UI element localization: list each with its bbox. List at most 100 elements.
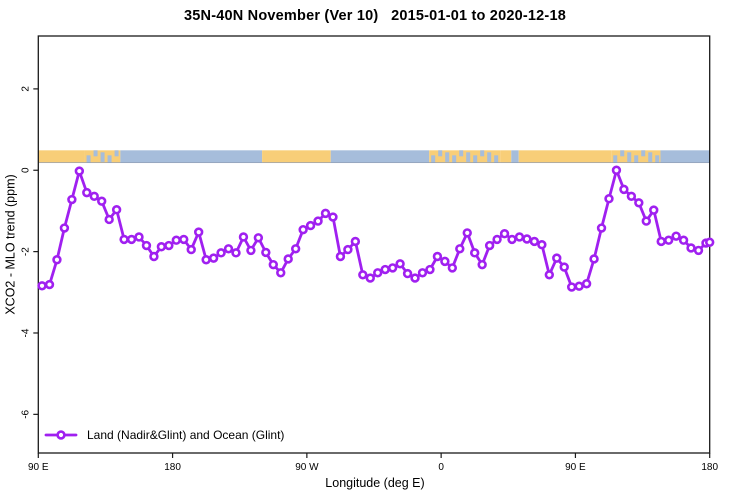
- land-ocean-band-segment: [518, 150, 612, 163]
- land-ocean-band-segment: [660, 150, 710, 163]
- land-ocean-band-patch: [620, 150, 625, 157]
- data-point-marker: [671, 231, 681, 241]
- data-point-marker: [619, 184, 629, 195]
- data-point-marker: [581, 279, 592, 289]
- data-point-marker: [104, 214, 114, 225]
- data-point-marker: [208, 253, 219, 263]
- land-ocean-band-patch: [107, 155, 112, 163]
- data-point-marker: [484, 240, 495, 251]
- x-tick-label: 180: [701, 462, 718, 473]
- data-point-marker: [432, 251, 443, 262]
- data-point-marker: [89, 191, 99, 201]
- data-point-marker: [52, 255, 62, 265]
- data-point-marker: [283, 254, 293, 264]
- data-point-marker: [261, 247, 271, 258]
- data-point-marker: [231, 248, 241, 258]
- data-point-marker: [693, 245, 704, 256]
- data-point-marker: [656, 236, 666, 247]
- data-point-marker: [276, 268, 286, 278]
- data-point-marker: [67, 194, 77, 205]
- data-point-marker: [201, 255, 211, 265]
- data-point-marker: [268, 259, 278, 270]
- land-ocean-band-patch: [445, 152, 450, 162]
- data-point-marker: [626, 191, 637, 201]
- data-point-marker: [455, 244, 465, 254]
- data-point-marker: [410, 273, 420, 283]
- data-point-marker: [507, 234, 517, 245]
- data-point-marker: [126, 234, 137, 245]
- land-ocean-band-patch: [86, 155, 91, 163]
- land-ocean-band-patch: [438, 150, 443, 157]
- data-point-marker: [350, 236, 361, 247]
- legend: Land (Nadir&Glint) and Ocean (Glint): [44, 427, 284, 443]
- x-tick-label: 180: [164, 462, 181, 473]
- data-point-marker: [305, 220, 316, 231]
- line-marker-icon: [44, 430, 78, 440]
- x-tick-label: 90 E: [565, 462, 586, 473]
- data-point-marker: [82, 187, 92, 198]
- data-point-marker: [380, 264, 390, 275]
- y-tick-label: -2: [20, 247, 31, 256]
- data-point-marker: [223, 244, 234, 254]
- data-point-marker: [320, 208, 331, 219]
- data-point-marker: [171, 235, 182, 245]
- data-point-marker: [611, 165, 622, 175]
- data-point-marker: [313, 216, 323, 226]
- legend-label: Land (Nadir&Glint) and Ocean (Glint): [87, 428, 285, 442]
- land-ocean-band-patch: [431, 155, 436, 163]
- land-ocean-band-patch: [648, 152, 653, 162]
- land-ocean-band-patch: [480, 150, 485, 157]
- land-ocean-band-patch: [487, 152, 492, 162]
- band-bottom-edge: [38, 162, 710, 164]
- data-point-marker: [335, 251, 346, 262]
- data-point-marker: [477, 259, 487, 270]
- data-point-marker: [59, 223, 70, 233]
- data-point-marker: [402, 268, 413, 279]
- x-tick-label: 0: [438, 462, 444, 473]
- page-title: 35N-40N November (Ver 10) 2015-01-01 to …: [184, 8, 566, 24]
- data-point-marker: [552, 253, 562, 263]
- x-tick-label: 90 W: [295, 462, 319, 473]
- land-ocean-band-segment: [330, 150, 430, 163]
- data-point-marker: [537, 240, 547, 250]
- data-point-marker: [253, 233, 264, 243]
- data-point-marker: [193, 227, 204, 237]
- land-ocean-band-patch: [114, 150, 119, 157]
- data-point-marker: [704, 237, 715, 247]
- data-point-marker: [97, 196, 107, 206]
- data-point-marker: [499, 229, 510, 239]
- land-ocean-band-patch: [466, 152, 471, 162]
- data-point-marker: [425, 264, 435, 275]
- plot-frame: [37, 35, 711, 454]
- data-point-marker: [111, 205, 122, 215]
- data-point-marker: [328, 212, 338, 222]
- data-point-marker: [290, 244, 301, 254]
- data-point-marker: [149, 251, 159, 262]
- y-axis-label: XCO2 - MLO trend (ppm): [3, 174, 18, 315]
- data-point-marker: [566, 282, 577, 292]
- land-ocean-band-patch: [613, 155, 618, 163]
- data-point-marker: [343, 244, 353, 255]
- data-point-marker: [37, 281, 47, 291]
- data-point-marker: [141, 240, 152, 251]
- land-ocean-band-patch: [100, 152, 105, 162]
- data-point-marker: [470, 248, 480, 258]
- land-ocean-band-patch: [655, 155, 660, 163]
- land-ocean-band-patch: [641, 150, 646, 157]
- land-ocean-band-patch: [627, 152, 632, 162]
- data-point-marker: [649, 205, 659, 215]
- data-point-marker: [358, 270, 368, 280]
- data-point-marker: [574, 281, 584, 291]
- data-point-marker: [373, 268, 383, 278]
- data-point-marker: [440, 256, 450, 267]
- data-point-marker: [641, 216, 651, 226]
- data-point-marker: [462, 228, 472, 238]
- y-tick-label: -4: [20, 328, 31, 337]
- data-point-marker: [686, 243, 696, 253]
- data-point-marker: [387, 263, 398, 273]
- data-point-marker: [678, 235, 689, 245]
- data-point-marker: [298, 224, 308, 235]
- data-point-marker: [186, 244, 196, 255]
- data-point-marker: [634, 198, 644, 208]
- data-point-marker: [559, 262, 569, 272]
